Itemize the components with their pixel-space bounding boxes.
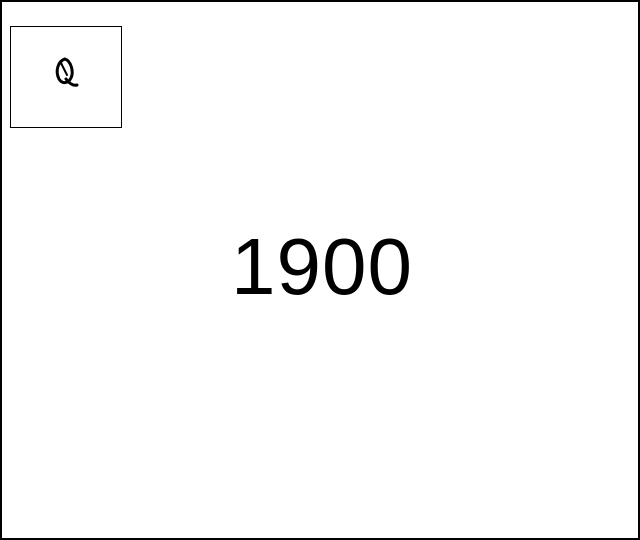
year-text: 1900	[231, 222, 413, 311]
cursive-q-icon	[55, 57, 79, 87]
glyph-box	[10, 26, 122, 128]
